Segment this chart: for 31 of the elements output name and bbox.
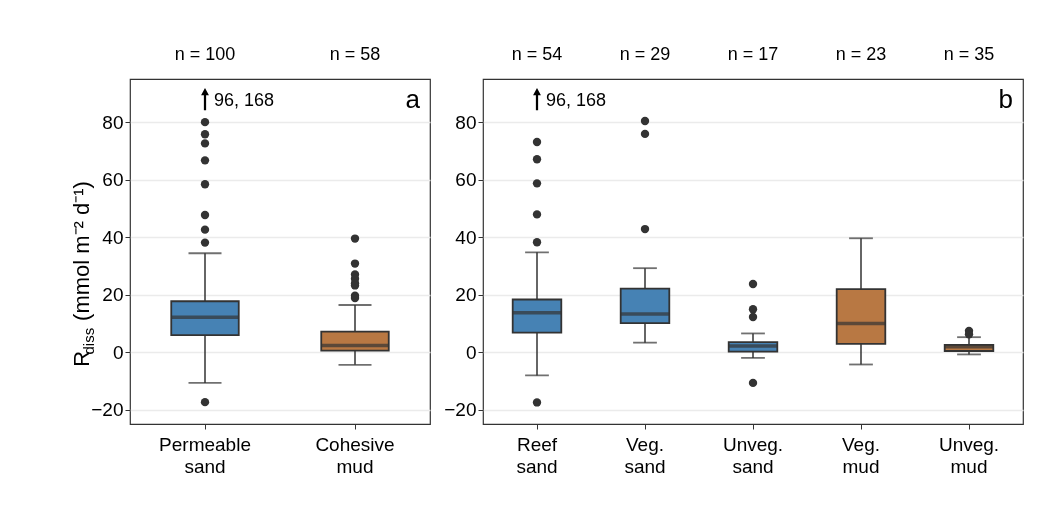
x-tick-label: Unveg. mud <box>938 433 1000 477</box>
y-tick-label: 80 <box>102 111 124 133</box>
annotation: 96, 168 <box>214 90 275 111</box>
text: n = 23 <box>835 44 887 64</box>
text: n = 58 <box>329 44 381 64</box>
x-tick-label: Permeable sand <box>159 433 251 477</box>
y-axis-title: Rdiss (mmol m⁻² d⁻¹) <box>69 181 97 367</box>
y-tick-label: 40 <box>102 226 124 248</box>
text: n = 17 <box>727 44 779 64</box>
annotation: 96, 168 <box>546 90 607 111</box>
text: n = 29 <box>619 44 671 64</box>
annotation: a <box>405 84 421 114</box>
text: n = 100 <box>174 44 236 64</box>
annotation: b <box>998 84 1013 114</box>
y-tick-label: 0 <box>465 341 477 363</box>
y-tick-label: 60 <box>102 169 124 191</box>
y-tick-label: −20 <box>91 399 124 421</box>
y-tick-label: 0 <box>112 341 124 363</box>
y-tick-label: −20 <box>444 399 477 421</box>
x-tick-label: Unveg. sand <box>722 433 784 477</box>
text: n = 54 <box>511 44 563 64</box>
y-tick-label: 20 <box>455 284 477 306</box>
x-tick-label: Veg. sand <box>624 433 666 477</box>
y-tick-label: 80 <box>455 111 477 133</box>
y-tick-label: 20 <box>102 284 124 306</box>
y-tick-label: 40 <box>455 226 477 248</box>
y-tick-label: 60 <box>455 169 477 191</box>
text: n = 35 <box>943 44 995 64</box>
x-tick-label: Reef sand <box>516 433 558 477</box>
x-tick-label: Cohesive mud <box>315 433 395 477</box>
x-tick-label: Veg. mud <box>841 433 881 477</box>
